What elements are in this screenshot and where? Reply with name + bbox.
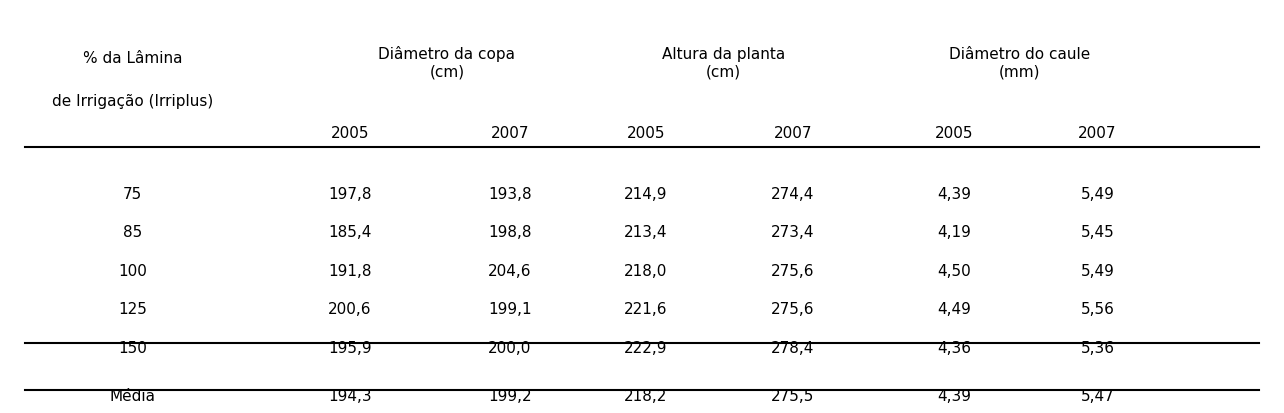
Text: 5,49: 5,49 [1081, 264, 1115, 279]
Text: 5,36: 5,36 [1081, 341, 1115, 356]
Text: 2005: 2005 [331, 126, 370, 141]
Text: 75: 75 [123, 187, 143, 202]
Text: 5,56: 5,56 [1081, 302, 1115, 317]
Text: 197,8: 197,8 [329, 187, 372, 202]
Text: Média: Média [109, 389, 155, 404]
Text: 4,39: 4,39 [937, 389, 971, 404]
Text: % da Lâmina: % da Lâmina [82, 51, 182, 66]
Text: 100: 100 [118, 264, 146, 279]
Text: 200,6: 200,6 [329, 302, 372, 317]
Text: 204,6: 204,6 [488, 264, 532, 279]
Text: 275,6: 275,6 [772, 302, 815, 317]
Text: 125: 125 [118, 302, 146, 317]
Text: 4,49: 4,49 [937, 302, 971, 317]
Text: Diâmetro da copa
(cm): Diâmetro da copa (cm) [379, 46, 515, 80]
Text: 214,9: 214,9 [624, 187, 668, 202]
Text: 193,8: 193,8 [488, 187, 532, 202]
Text: 4,19: 4,19 [937, 225, 971, 240]
Text: 2007: 2007 [774, 126, 813, 141]
Text: 275,6: 275,6 [772, 264, 815, 279]
Text: 5,47: 5,47 [1081, 389, 1115, 404]
Text: 185,4: 185,4 [329, 225, 372, 240]
Text: 218,0: 218,0 [624, 264, 668, 279]
Text: 150: 150 [118, 341, 146, 356]
Text: 2005: 2005 [627, 126, 665, 141]
Text: 222,9: 222,9 [624, 341, 668, 356]
Text: 194,3: 194,3 [329, 389, 372, 404]
Text: 4,39: 4,39 [937, 187, 971, 202]
Text: 198,8: 198,8 [488, 225, 532, 240]
Text: 213,4: 213,4 [624, 225, 668, 240]
Text: de Irrigação (Irriplus): de Irrigação (Irriplus) [51, 94, 213, 109]
Text: 2007: 2007 [490, 126, 529, 141]
Text: 199,2: 199,2 [488, 389, 532, 404]
Text: 5,49: 5,49 [1081, 187, 1115, 202]
Text: 191,8: 191,8 [329, 264, 372, 279]
Text: 4,50: 4,50 [937, 264, 971, 279]
Text: 275,5: 275,5 [772, 389, 814, 404]
Text: 274,4: 274,4 [772, 187, 814, 202]
Text: 199,1: 199,1 [488, 302, 532, 317]
Text: 218,2: 218,2 [624, 389, 668, 404]
Text: 85: 85 [123, 225, 143, 240]
Text: Altura da planta
(cm): Altura da planta (cm) [663, 47, 786, 79]
Text: Diâmetro do caule
(mm): Diâmetro do caule (mm) [949, 47, 1090, 79]
Text: 221,6: 221,6 [624, 302, 668, 317]
Text: 4,36: 4,36 [937, 341, 971, 356]
Text: 5,45: 5,45 [1081, 225, 1115, 240]
Text: 2005: 2005 [935, 126, 973, 141]
Text: 200,0: 200,0 [488, 341, 532, 356]
Text: 195,9: 195,9 [329, 341, 372, 356]
Text: 2007: 2007 [1079, 126, 1117, 141]
Text: 278,4: 278,4 [772, 341, 814, 356]
Text: 273,4: 273,4 [772, 225, 815, 240]
